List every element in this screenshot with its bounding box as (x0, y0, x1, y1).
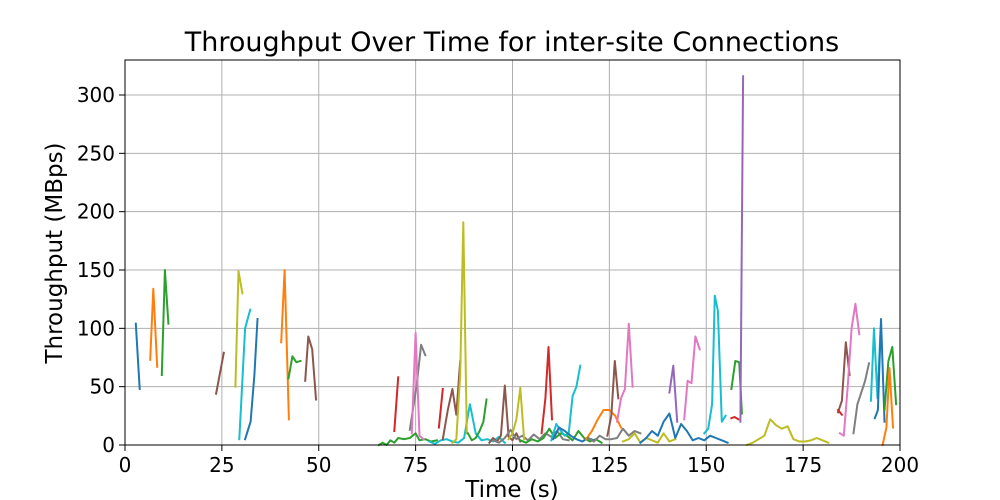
series-line-5 (234, 270, 244, 388)
x-tick-label: 175 (784, 453, 822, 477)
series-line-45 (873, 318, 886, 423)
series-line-22 (507, 386, 526, 441)
series-line-31 (621, 432, 677, 444)
x-axis-label: Time (s) (464, 477, 559, 500)
y-tick-label: 150 (77, 258, 115, 282)
series-line-34 (683, 335, 701, 421)
y-tick-label: 100 (77, 316, 115, 340)
y-tick-label: 250 (77, 141, 115, 165)
x-tick-label: 25 (209, 453, 234, 477)
y-axis: 0 50 100 150 200 250 300 (77, 83, 125, 457)
series-line-37 (730, 416, 740, 421)
series-line-38 (739, 75, 745, 423)
series-line-25 (550, 364, 582, 442)
series-line-43 (836, 408, 844, 417)
series-line-1 (134, 322, 141, 391)
series-line-41 (838, 302, 861, 437)
series-line-32 (638, 412, 729, 445)
series-line-3 (160, 269, 170, 377)
series-line-40 (836, 341, 851, 414)
series-line-8 (280, 269, 290, 421)
series-line-15 (437, 387, 444, 429)
series-line-19 (466, 398, 488, 442)
x-tick-label: 125 (590, 453, 628, 477)
series-line-35 (702, 294, 727, 435)
series-line-28 (586, 427, 642, 443)
x-tick-label: 50 (306, 453, 331, 477)
series-line-9 (287, 355, 302, 380)
series-line-14 (410, 332, 425, 441)
series-line-46 (883, 346, 898, 412)
series-line-4 (214, 351, 225, 395)
x-tick-label: 100 (493, 453, 531, 477)
series-line-24 (518, 427, 603, 445)
series-line-33 (668, 364, 679, 423)
series-line-12 (393, 376, 400, 433)
series-line-29 (606, 360, 620, 437)
series-line-47 (881, 367, 895, 447)
y-tick-label: 200 (77, 200, 115, 224)
series-line-23 (540, 346, 554, 435)
series-layer (134, 75, 898, 447)
series-line-18 (450, 221, 468, 445)
series-line-27 (584, 409, 623, 441)
y-tick-label: 0 (102, 433, 115, 457)
series-line-42 (852, 362, 871, 435)
chart-title: Throughput Over Time for inter-site Conn… (184, 27, 839, 58)
series-line-2 (149, 287, 159, 368)
series-line-39 (745, 418, 830, 447)
y-tick-label: 50 (90, 375, 115, 399)
x-axis: 0 25 50 75 100 125 150 175 200 (119, 445, 919, 477)
y-tick-label: 300 (77, 83, 115, 107)
x-tick-label: 200 (881, 453, 919, 477)
series-line-6 (238, 308, 252, 441)
series-line-10 (304, 335, 318, 401)
x-tick-label: 0 (119, 453, 132, 477)
series-line-17 (441, 359, 462, 441)
series-line-30 (615, 322, 634, 423)
y-axis-label: Throughput (MBps) (42, 142, 68, 364)
x-tick-label: 150 (687, 453, 725, 477)
x-tick-label: 75 (403, 453, 428, 477)
series-line-7 (243, 317, 259, 441)
